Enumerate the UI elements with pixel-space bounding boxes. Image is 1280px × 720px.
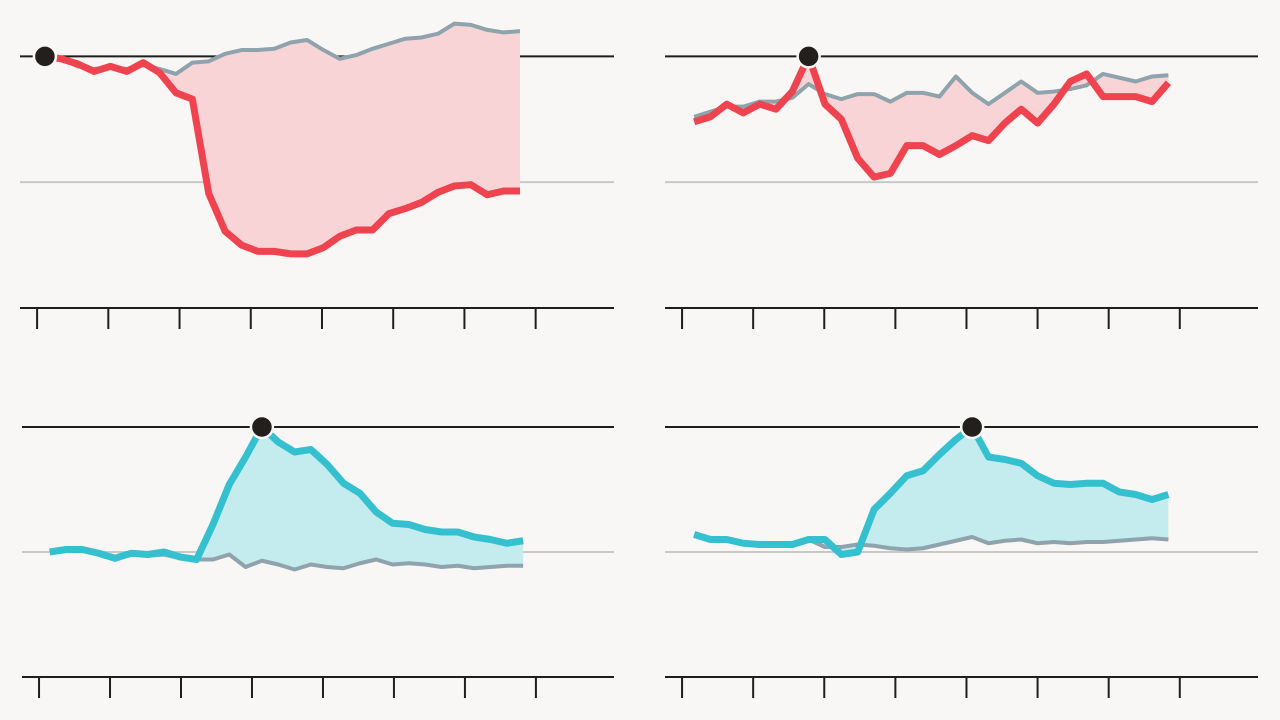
highlight-point	[796, 44, 821, 69]
area-fill	[44, 23, 520, 254]
highlight-point	[249, 414, 275, 440]
series-line	[49, 423, 524, 563]
area-fill	[694, 56, 1169, 178]
area-fill	[49, 427, 524, 570]
series-line	[693, 423, 1170, 558]
series-line	[693, 52, 1172, 181]
area-fill	[694, 427, 1169, 555]
highlight-point	[32, 44, 58, 69]
series-line	[44, 52, 520, 258]
highlight-point	[959, 414, 985, 440]
